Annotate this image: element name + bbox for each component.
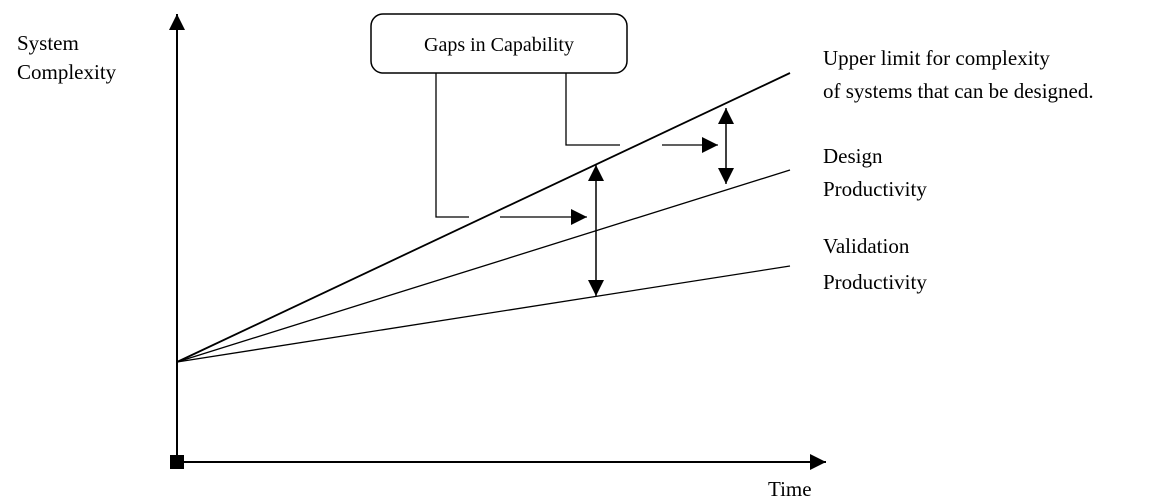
design-label-line2: Productivity bbox=[823, 177, 927, 201]
upper-limit-label-line1: Upper limit for complexity bbox=[823, 46, 1050, 70]
validation-label-line1: Validation bbox=[823, 234, 910, 258]
origin-marker bbox=[170, 455, 184, 469]
gaps-callout-box bbox=[370, 13, 628, 74]
design-label-line1: Design bbox=[823, 144, 883, 168]
design-productivity-line bbox=[176, 169, 791, 363]
callout-connector-right bbox=[565, 73, 620, 146]
y-axis-label-line2: Complexity bbox=[17, 60, 117, 84]
validation-productivity-line bbox=[176, 265, 791, 363]
y-axis-label-line1: System bbox=[17, 31, 79, 55]
validation-label-line2: Productivity bbox=[823, 270, 927, 294]
callout-connector-left bbox=[435, 73, 469, 218]
x-axis-label: Time bbox=[768, 477, 812, 501]
upper-limit-line bbox=[176, 72, 791, 363]
gaps-callout-text: Gaps in Capability bbox=[424, 34, 574, 56]
upper-limit-label-line2: of systems that can be designed. bbox=[823, 79, 1094, 103]
